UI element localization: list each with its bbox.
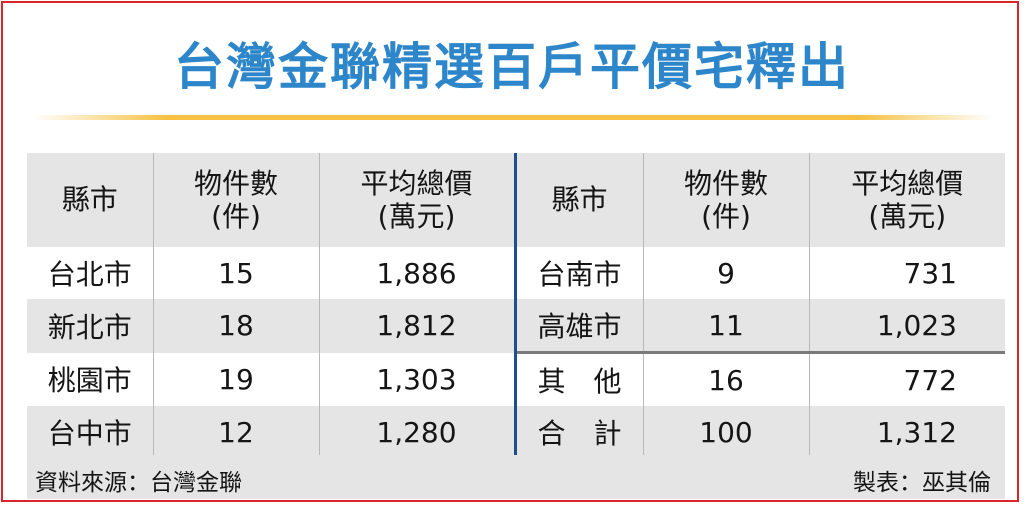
- price-cell: 1,280: [318, 406, 515, 458]
- header-price-left-line2: (萬元): [377, 200, 456, 233]
- housing-table: 縣市 物件數 (件) 平均總價 (萬元) 縣市 物件數 (件) 平均總價 (萬元…: [27, 153, 1005, 458]
- footer-bar: 資料來源：台灣金聯 製表：巫其倫: [27, 455, 1005, 499]
- header-count-right: 物件數 (件): [642, 153, 809, 247]
- table-header-row: 縣市 物件數 (件) 平均總價 (萬元) 縣市 物件數 (件) 平均總價 (萬元…: [27, 153, 1005, 247]
- county-cell: 其 他: [513, 351, 643, 406]
- county-cell: 高雄市: [513, 299, 643, 353]
- header-price-left-line1: 平均總價: [360, 166, 473, 200]
- table-maker-credit: 製表：巫其倫: [853, 470, 991, 496]
- price-cell: 1,886: [318, 247, 515, 299]
- county-cell: 台中市: [27, 406, 153, 458]
- count-cell: 9: [642, 247, 809, 299]
- price-cell: 772: [808, 351, 1005, 406]
- header-count-right-line1: 物件數: [683, 166, 768, 200]
- table-row: 台北市 15 1,886 台南市 9 731: [27, 247, 1005, 299]
- data-source-note: 資料來源：台灣金聯: [35, 470, 242, 496]
- count-cell: 11: [642, 299, 809, 353]
- header-price-left: 平均總價 (萬元): [318, 153, 515, 247]
- header-price-right-line1: 平均總價: [851, 166, 964, 200]
- count-cell: 15: [152, 247, 319, 299]
- county-cell: 台北市: [47, 258, 132, 291]
- header-county-left: 縣市: [27, 153, 153, 247]
- header-price-right: 平均總價 (萬元): [808, 153, 1005, 247]
- table-row: 新北市 18 1,812 高雄市 11 1,023: [27, 299, 1005, 353]
- header-count-left: 物件數 (件): [152, 153, 319, 247]
- price-cell: 1,312: [808, 406, 1005, 458]
- county-cell: 台南市: [513, 247, 643, 299]
- table-row: 台中市 12 1,280 合 計 100 1,312: [27, 406, 1005, 458]
- county-cell: 新北市: [27, 299, 153, 353]
- price-cell: 731: [808, 247, 1005, 299]
- count-cell: 12: [152, 406, 319, 458]
- header-count-left-line2: (件): [211, 200, 261, 233]
- price-cell: 1,303: [318, 352, 515, 406]
- header-count-left-line1: 物件數: [193, 166, 278, 200]
- header-county-right: 縣市: [513, 153, 643, 247]
- count-cell: 18: [152, 299, 319, 353]
- count-cell: 19: [152, 352, 319, 406]
- title-underline: [33, 115, 993, 120]
- county-cell: 合 計: [513, 406, 643, 458]
- price-cell: 1,023: [808, 299, 1005, 353]
- count-cell: 100: [642, 406, 809, 458]
- price-cell: 1,812: [318, 299, 515, 353]
- table-row: 桃園市 19 1,303 其 他 16 772: [27, 351, 1005, 406]
- header-price-right-line2: (萬元): [868, 200, 947, 233]
- page-title: 台灣金聯精選百戶平價宅釋出: [174, 38, 850, 96]
- county-cell: 桃園市: [47, 364, 132, 398]
- count-cell: 16: [642, 351, 809, 406]
- header-count-right-line2: (件): [701, 200, 751, 233]
